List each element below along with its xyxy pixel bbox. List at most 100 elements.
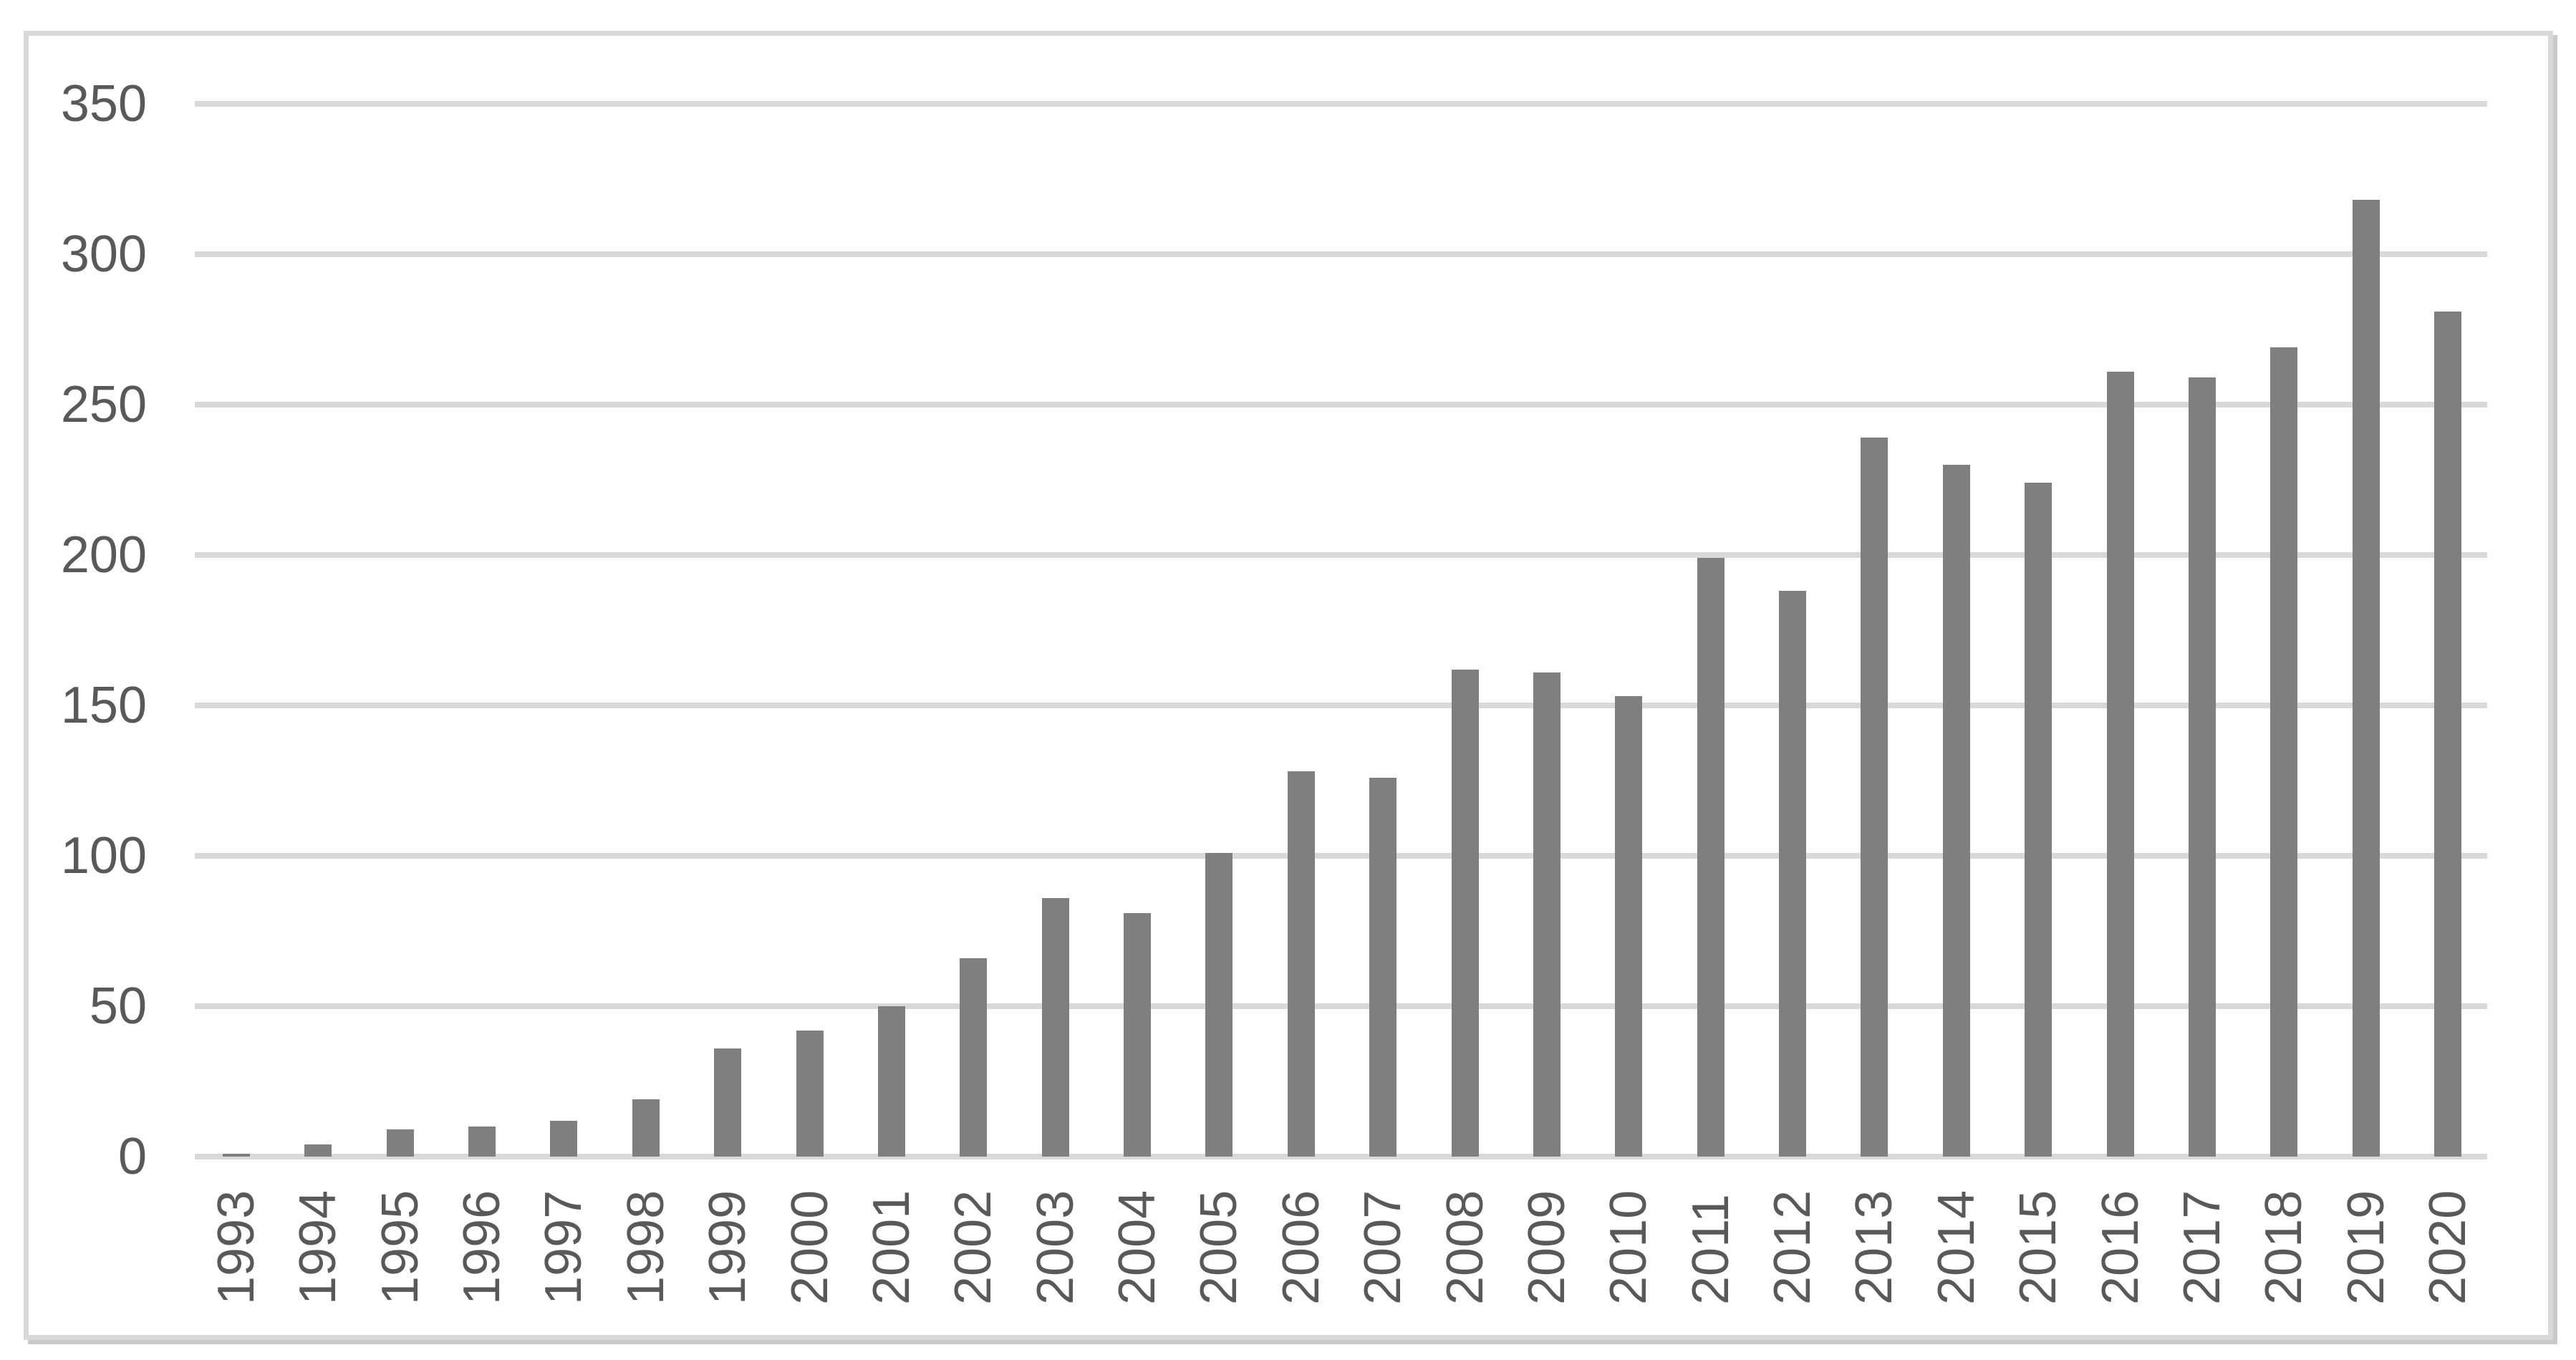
bar-2010 — [1615, 696, 1643, 1157]
x-axis-tick-label-text: 2014 — [1927, 1190, 1985, 1305]
y-axis-tick-label: 50 — [89, 978, 147, 1035]
x-axis-tick-label-text: 2012 — [1764, 1190, 1822, 1305]
x-axis-tick-label-text: 1995 — [371, 1190, 429, 1305]
x-axis-tick-label-text: 2011 — [1682, 1194, 1740, 1305]
x-axis-tick-label-text: 2000 — [781, 1190, 839, 1305]
bar-2000 — [796, 1030, 824, 1157]
x-axis-tick-label: 2018 — [2255, 1183, 2313, 1305]
bar-2012 — [1779, 591, 1807, 1157]
bar-2011 — [1697, 558, 1724, 1157]
x-axis-tick-label-text: 2009 — [1518, 1190, 1576, 1305]
x-axis-tick-label-text: 2005 — [1190, 1190, 1248, 1305]
x-axis-tick-label: 2005 — [1190, 1183, 1248, 1305]
bar-2002 — [960, 958, 988, 1157]
y-axis-tick-label: 200 — [60, 526, 147, 584]
x-axis-tick-label: 2001 — [862, 1183, 920, 1305]
x-axis-tick-label: 1998 — [617, 1183, 675, 1305]
x-axis-tick-label: 1997 — [535, 1183, 593, 1305]
bar-2009 — [1533, 672, 1560, 1157]
x-axis-tick-label: 2007 — [1354, 1183, 1412, 1305]
x-axis-tick-label: 2011 — [1682, 1183, 1740, 1305]
bar-2019 — [2352, 200, 2380, 1157]
x-axis-tick-label-text: 2018 — [2255, 1190, 2313, 1305]
x-axis-tick-label: 2013 — [1846, 1183, 1904, 1305]
x-axis-tick-label: 2014 — [1927, 1183, 1985, 1305]
x-axis-tick-label: 2017 — [2173, 1183, 2231, 1305]
x-axis-tick-label-text: 2015 — [2010, 1190, 2068, 1305]
gridline — [195, 101, 2487, 107]
bar-2014 — [1942, 465, 1970, 1157]
y-axis-tick-label: 300 — [60, 226, 147, 283]
bar-2001 — [877, 1006, 905, 1157]
x-axis-tick-label: 2009 — [1518, 1183, 1576, 1305]
y-axis-tick-label: 100 — [60, 827, 147, 884]
bar-2020 — [2433, 311, 2461, 1157]
bar-1993 — [223, 1153, 250, 1157]
x-axis-tick-label: 1995 — [371, 1183, 429, 1305]
plot-area: 0 50 100 150 200 250 300 350 1993 1994 1995 1996 199… — [29, 36, 2548, 1335]
y-axis-tick-label: 150 — [60, 677, 147, 734]
x-axis-tick-label-text: 2006 — [1272, 1190, 1330, 1305]
bar-1996 — [468, 1127, 496, 1157]
x-axis-tick-label-text: 2001 — [862, 1190, 920, 1305]
x-axis-tick-label-text: 1999 — [699, 1190, 757, 1305]
x-axis-tick-label-text: 1996 — [453, 1190, 511, 1305]
bar-2007 — [1369, 777, 1397, 1157]
bar-1997 — [550, 1120, 578, 1157]
x-axis-tick-label: 1993 — [208, 1183, 265, 1305]
x-axis-tick-label: 2016 — [2091, 1183, 2149, 1305]
x-axis-tick-label-text: 2020 — [2418, 1190, 2476, 1305]
bar-1994 — [304, 1144, 332, 1157]
y-axis-tick-label: 250 — [60, 376, 147, 433]
x-axis-tick-label-text: 1997 — [535, 1190, 593, 1305]
bar-2003 — [1041, 897, 1069, 1157]
x-axis-tick-label-text: 2004 — [1109, 1190, 1167, 1305]
bar-1999 — [714, 1048, 742, 1157]
gridline — [195, 1154, 2487, 1159]
bar-2017 — [2188, 377, 2216, 1157]
x-axis-tick-label: 2008 — [1436, 1183, 1494, 1305]
x-axis-tick-label: 2000 — [781, 1183, 839, 1305]
x-axis-tick-label-text: 2013 — [1846, 1190, 1904, 1305]
x-axis-tick-label-text: 1993 — [208, 1190, 265, 1305]
bar-2006 — [1287, 771, 1315, 1157]
x-axis-tick-label: 2002 — [945, 1183, 1003, 1305]
x-axis-tick-label: 2019 — [2337, 1183, 2395, 1305]
gridline — [195, 251, 2487, 257]
chart-frame: 0 50 100 150 200 250 300 350 1993 1994 1995 1996 199… — [24, 31, 2553, 1340]
bar-2015 — [2025, 483, 2052, 1157]
x-axis-tick-label-text: 2008 — [1436, 1190, 1494, 1305]
bar-2004 — [1124, 912, 1152, 1157]
bar-1995 — [386, 1129, 414, 1157]
x-axis-tick-label-text: 2010 — [1600, 1190, 1658, 1305]
x-axis-tick-label-text: 1998 — [617, 1190, 675, 1305]
bar-2008 — [1451, 669, 1479, 1157]
x-axis-tick-label: 1996 — [453, 1183, 511, 1305]
x-axis-tick-label-text: 2016 — [2091, 1190, 2149, 1305]
y-axis-tick-label: 350 — [60, 75, 147, 132]
bar-2016 — [2106, 371, 2134, 1157]
x-axis-tick-label-text: 2017 — [2173, 1190, 2231, 1305]
bar-2018 — [2270, 347, 2298, 1157]
gridline — [195, 703, 2487, 708]
gridline — [195, 853, 2487, 859]
gridline — [195, 402, 2487, 407]
x-axis-tick-label: 2020 — [2418, 1183, 2476, 1305]
x-axis-tick-label-text: 2002 — [945, 1190, 1003, 1305]
bar-1998 — [632, 1099, 660, 1157]
x-axis-tick-label-text: 1994 — [289, 1190, 347, 1305]
x-axis-tick-label-text: 2019 — [2337, 1190, 2395, 1305]
gridline — [195, 552, 2487, 558]
bar-2013 — [1861, 438, 1888, 1157]
x-axis-tick-label: 2006 — [1272, 1183, 1330, 1305]
x-axis-tick-label: 2015 — [2010, 1183, 2068, 1305]
x-axis-tick-label: 2010 — [1600, 1183, 1658, 1305]
x-axis-tick-label-text: 2007 — [1354, 1190, 1412, 1305]
y-axis-tick-label: 0 — [117, 1128, 147, 1185]
x-axis-tick-label: 1994 — [289, 1183, 347, 1305]
x-axis-tick-label: 2012 — [1764, 1183, 1822, 1305]
x-axis-tick-label: 2004 — [1109, 1183, 1167, 1305]
x-axis-tick-label-text: 2003 — [1026, 1190, 1084, 1305]
x-axis-tick-label: 1999 — [699, 1183, 757, 1305]
